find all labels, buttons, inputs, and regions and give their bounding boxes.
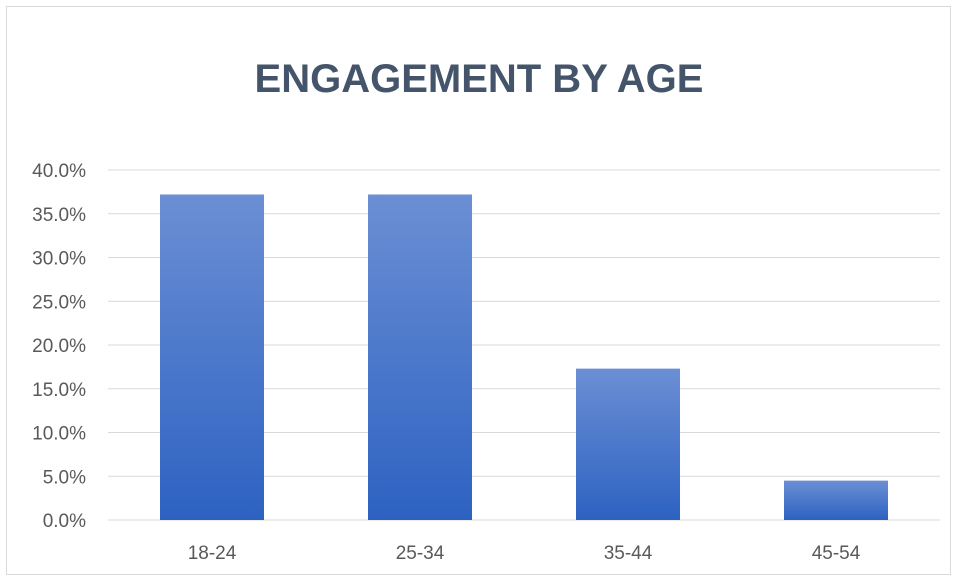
y-axis-tick-labels: 0.0% 5.0% 10.0% 15.0% 20.0% 25.0% 30.0% 35.0% 40…	[32, 161, 86, 532]
x-tick-label: 45-54	[812, 543, 861, 564]
bar-45-54	[784, 480, 888, 520]
y-tick-label: 10.0%	[32, 424, 86, 445]
x-tick-label: 18-24	[188, 543, 237, 564]
y-tick-label: 5.0%	[43, 467, 86, 488]
y-tick-label: 30.0%	[32, 249, 86, 270]
chart-title: ENGAGEMENT BY AGE	[255, 57, 704, 101]
y-tick-label: 40.0%	[32, 161, 86, 182]
y-tick-label: 20.0%	[32, 336, 86, 357]
bar-35-44	[576, 368, 680, 520]
y-tick-label: 35.0%	[32, 205, 86, 226]
bars	[160, 194, 888, 520]
x-tick-label: 25-34	[396, 543, 445, 564]
bar-25-34	[368, 194, 472, 520]
y-tick-label: 15.0%	[32, 380, 86, 401]
x-axis-tick-labels: 18-24 25-34 35-44 45-54	[188, 543, 861, 564]
y-tick-label: 0.0%	[43, 511, 86, 532]
y-tick-label: 25.0%	[32, 292, 86, 313]
bar-18-24	[160, 194, 264, 520]
x-tick-label: 35-44	[604, 543, 653, 564]
